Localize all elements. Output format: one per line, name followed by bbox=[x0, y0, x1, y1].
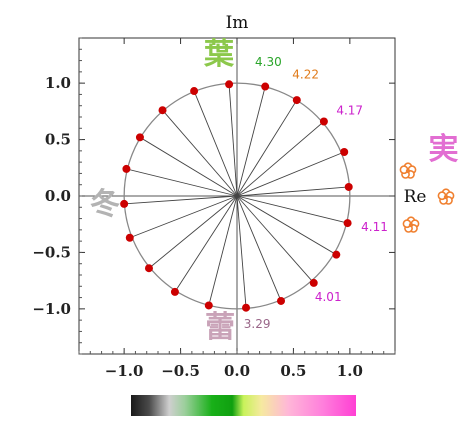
spoke-line bbox=[139, 136, 238, 197]
y-tick-label: 0.5 bbox=[45, 131, 71, 149]
data-point bbox=[340, 147, 349, 156]
data-point bbox=[225, 80, 234, 89]
data-point bbox=[344, 182, 353, 191]
x-tick-label: −1.0 bbox=[105, 362, 144, 380]
spoke-line bbox=[236, 195, 348, 224]
season-mark: 蕾 bbox=[205, 310, 235, 345]
data-point bbox=[309, 278, 318, 287]
data-point bbox=[292, 96, 301, 105]
value-annotation: 3.29 bbox=[244, 317, 271, 331]
value-annotation: 4.01 bbox=[315, 290, 342, 304]
value-annotation: 4.17 bbox=[336, 104, 363, 118]
spoke-line bbox=[236, 195, 247, 308]
spoke-line bbox=[236, 195, 282, 302]
data-point bbox=[332, 250, 341, 259]
data-point bbox=[122, 164, 131, 173]
spoke-line bbox=[236, 99, 298, 197]
data-point bbox=[343, 219, 352, 228]
x-tick-label: −0.5 bbox=[161, 362, 200, 380]
x-tick-label: 0.0 bbox=[224, 362, 250, 380]
data-point bbox=[125, 233, 134, 242]
spoke-line bbox=[162, 109, 238, 197]
flower-icon bbox=[437, 188, 455, 205]
flower-icon bbox=[399, 162, 417, 179]
unit-circle bbox=[123, 82, 351, 310]
spoke-line bbox=[236, 186, 349, 197]
spoke-line bbox=[236, 151, 345, 197]
y-axis-title: Im bbox=[226, 13, 249, 33]
value-annotation: 4.30 bbox=[255, 55, 282, 69]
annotations: 4.30 4.22 4.17 4.11 4.01 3.29 葉冬蕾 実 bbox=[90, 37, 459, 345]
data-point bbox=[158, 106, 167, 115]
season-mark: 冬 bbox=[90, 187, 120, 222]
y-tick-label: 0.0 bbox=[45, 187, 71, 205]
data-point bbox=[120, 199, 129, 208]
colorbar bbox=[131, 395, 356, 416]
spoke-line bbox=[208, 195, 238, 306]
spoke-line bbox=[236, 195, 315, 284]
plot-frame: −1.0 −0.5 0.0 0.5 1.0 1.0 0.5 0.0 −0.5 −1.0 Im Re bbox=[32, 13, 426, 380]
spokes bbox=[124, 84, 349, 308]
spoke-line bbox=[174, 195, 238, 293]
data-point bbox=[170, 287, 179, 296]
data-point bbox=[135, 133, 144, 142]
spoke-line bbox=[236, 121, 325, 197]
x-tick-label: 0.5 bbox=[280, 362, 306, 380]
spoke-line bbox=[126, 168, 238, 197]
data-point bbox=[190, 87, 199, 96]
y-tick-label: −0.5 bbox=[32, 243, 71, 261]
flower-icon bbox=[402, 216, 420, 233]
data-point bbox=[242, 303, 251, 312]
data-point bbox=[204, 301, 213, 310]
y-tick-label: −1.0 bbox=[32, 300, 71, 318]
value-annotation: 4.11 bbox=[361, 220, 388, 234]
value-annotation: 4.22 bbox=[292, 68, 319, 82]
data-point bbox=[319, 117, 328, 126]
spoke-line bbox=[129, 195, 238, 239]
data-point bbox=[144, 264, 153, 273]
data-point bbox=[261, 82, 270, 91]
spoke-line bbox=[228, 84, 238, 197]
x-tick-label: 1.0 bbox=[337, 362, 363, 380]
spoke-line bbox=[236, 86, 266, 197]
spoke-line bbox=[148, 195, 238, 269]
spoke-line bbox=[124, 195, 238, 205]
data-point bbox=[277, 296, 286, 305]
season-mark: 実 bbox=[429, 132, 459, 167]
y-tick-label: 1.0 bbox=[45, 74, 71, 92]
season-mark: 葉 bbox=[203, 37, 235, 72]
x-axis-title: Re bbox=[404, 187, 427, 207]
spoke-line bbox=[193, 90, 238, 197]
spoke-line bbox=[236, 195, 337, 256]
points bbox=[120, 80, 353, 312]
